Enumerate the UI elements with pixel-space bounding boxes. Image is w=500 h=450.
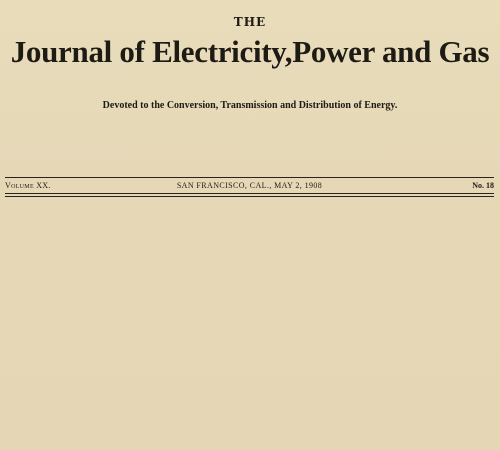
place-date-label: SAN FRANCISCO, CAL., MAY 2, 1908 <box>176 181 323 190</box>
dateline: Volume XX. SAN FRANCISCO, CAL., MAY 2, 1… <box>5 179 494 192</box>
bottom-rule <box>5 193 494 194</box>
journal-tagline: Devoted to the Conversion, Transmission … <box>102 100 398 111</box>
masthead-article: THE <box>233 15 267 29</box>
bottom-rule-double <box>5 196 494 197</box>
top-rule <box>5 177 494 178</box>
volume-label: Volume XX. <box>5 181 51 190</box>
issue-number-label: No. 18 <box>472 181 494 190</box>
journal-title: Journal of Electricity,Power and Gas <box>10 34 490 69</box>
